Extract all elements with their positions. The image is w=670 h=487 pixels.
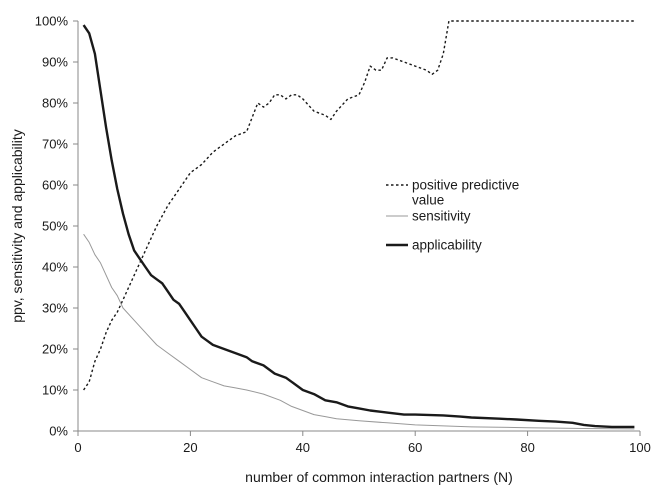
- y-tick-label: 0%: [49, 424, 68, 439]
- x-tick-label: 40: [296, 440, 310, 455]
- x-tick-label: 100: [629, 440, 651, 455]
- y-tick-label: 60%: [42, 178, 68, 193]
- legend-label: sensitivity: [412, 209, 471, 224]
- x-tick-label: 80: [520, 440, 534, 455]
- legend-label: positive predictive: [412, 178, 519, 193]
- y-tick-label: 50%: [42, 219, 68, 234]
- y-tick-label: 40%: [42, 260, 68, 275]
- series-line-sensitivity: [83, 233, 635, 430]
- y-tick-label: 90%: [42, 55, 68, 70]
- x-axis-title: number of common interaction partners (N…: [245, 469, 513, 485]
- series-line-applicability: [82, 24, 635, 429]
- axes-layer: 0% 10% 20% 30% 40% 50% 60% 70% 80% 90% 100% 0 20 40 60…: [9, 14, 651, 486]
- y-tick-label: 10%: [42, 383, 68, 398]
- x-tick-label: 60: [408, 440, 422, 455]
- x-tick-label: 0: [74, 440, 81, 455]
- y-tick-label: 70%: [42, 137, 68, 152]
- x-tick-label: 20: [183, 440, 197, 455]
- y-tick-label: 100%: [35, 14, 69, 29]
- series-layer: [82, 20, 635, 430]
- y-tick-label: 30%: [42, 301, 68, 316]
- y-axis-title: ppv, sensitivity and applicability: [9, 129, 25, 323]
- y-tick-label: 20%: [42, 342, 68, 357]
- legend-label: value: [412, 193, 444, 208]
- legend-label: applicability: [412, 238, 482, 253]
- y-tick-label: 80%: [42, 96, 68, 111]
- series-line-positive-predictive-value: [83, 20, 635, 391]
